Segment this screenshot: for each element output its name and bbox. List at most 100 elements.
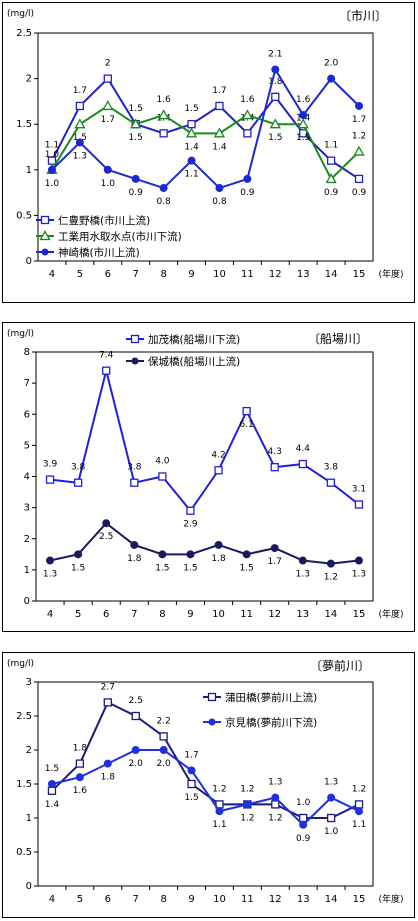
data-label: 1.5 — [183, 563, 197, 573]
data-point-square — [186, 506, 195, 515]
data-label: 1.7 — [352, 115, 366, 125]
y-axis-unit-label: (mg/l) — [7, 659, 34, 669]
data-point-circle — [243, 174, 252, 183]
data-point-square — [354, 174, 364, 184]
data-label: 2.5 — [129, 696, 143, 706]
x-tick-label: 8 — [159, 609, 165, 620]
data-label: 1.7 — [184, 750, 198, 760]
data-label: 1.4 — [184, 142, 199, 152]
data-label: 1.2 — [212, 784, 226, 794]
data-label: 2.0 — [129, 759, 144, 769]
data-point-square — [159, 129, 168, 138]
data-point-circle — [130, 540, 139, 549]
data-point-square — [159, 732, 168, 741]
data-point-circle — [46, 556, 55, 565]
data-label: 1.5 — [268, 133, 282, 143]
y-tick-label: 7 — [24, 378, 30, 389]
data-point-triangle — [269, 118, 281, 129]
data-label: 1.8 — [127, 554, 142, 564]
data-label: 1.5 — [129, 104, 143, 114]
data-label: 1.3 — [352, 570, 366, 580]
y-tick-label: 2 — [26, 74, 32, 85]
x-tick-label: 13 — [297, 894, 310, 905]
data-label: 0.8 — [156, 197, 171, 207]
data-label: 1.7 — [212, 86, 226, 96]
data-point-circle — [74, 550, 83, 559]
x-tick-label: 12 — [268, 609, 281, 620]
data-label: 1.6 — [240, 95, 255, 105]
data-label: 1.8 — [73, 744, 88, 754]
y-tick-label: 1.5 — [16, 119, 32, 130]
data-label: 1.2 — [352, 132, 366, 142]
legend-marker-circle — [41, 248, 49, 256]
data-label: 1.2 — [240, 784, 254, 794]
data-point-circle — [131, 174, 140, 183]
data-label: 0.9 — [324, 188, 339, 198]
data-point-circle — [186, 550, 195, 559]
data-point-circle — [271, 65, 280, 74]
data-label: 1.1 — [352, 820, 366, 830]
data-label: 1.4 — [212, 142, 227, 152]
y-tick-label: 0 — [26, 881, 32, 892]
data-point-circle — [354, 556, 363, 565]
x-tick-label: 10 — [212, 609, 225, 620]
x-tick-label: 5 — [75, 609, 81, 620]
data-label: 7.4 — [99, 351, 114, 361]
data-label: 1.5 — [45, 764, 59, 774]
data-label: 1.4 — [45, 800, 60, 810]
data-point-triangle — [297, 118, 309, 129]
data-label: 1.6 — [156, 95, 171, 105]
data-point-circle — [214, 540, 223, 549]
data-label: 3.8 — [127, 463, 142, 473]
x-tick-label: 13 — [297, 269, 310, 280]
data-label: 2.2 — [156, 716, 170, 726]
data-point-circle — [299, 111, 308, 120]
series-line — [51, 749, 360, 827]
data-label: 1.6 — [73, 786, 88, 796]
x-tick-label: 10 — [213, 894, 226, 905]
data-label: 1.5 — [129, 133, 143, 143]
data-point-triangle — [74, 118, 86, 129]
data-label: 1.3 — [296, 570, 310, 580]
data-label: 1.5 — [184, 104, 198, 114]
x-tick-label: 14 — [325, 609, 338, 620]
chart-panel-senbagawa: 〔船場川〕 (mg/l) (年度) 0 1 2 3 4 5 6 7 8 4 5 6 7 8 9 10 11 12 13 14… — [2, 322, 415, 632]
y-axis-unit-label: (mg/l) — [7, 329, 34, 339]
data-point-square — [354, 800, 364, 809]
x-tick-label: 8 — [160, 894, 166, 905]
data-label: 1.0 — [45, 150, 60, 160]
data-point-square — [299, 813, 308, 823]
x-tick-label: 11 — [240, 609, 253, 620]
y-tick-label: 0 — [26, 256, 32, 267]
data-label: 1.3 — [268, 778, 282, 788]
x-tick-label: 6 — [103, 609, 109, 620]
data-point-square — [354, 500, 364, 509]
legend-label: 保城橋(船場川上流) — [148, 355, 240, 368]
data-label: 1.8 — [211, 554, 226, 564]
data-point-triangle — [325, 173, 337, 184]
data-label: 1.0 — [45, 179, 60, 189]
y-tick-label: 0 — [24, 596, 30, 607]
chart-title: 〔船場川〕 — [308, 332, 368, 346]
y-tick-label: 1.5 — [16, 779, 32, 790]
data-label: 1.5 — [184, 793, 198, 803]
x-tick-label: 7 — [133, 894, 139, 905]
chart-panel-yumesakigawa: 〔夢前川〕 (mg/l) (年度) 0 0.5 1 1.5 2 2.5 3 4 5 6 7 8 9 10 11 12… — [2, 652, 415, 918]
x-tick-label: 8 — [160, 269, 166, 280]
x-tick-label: 4 — [49, 269, 55, 280]
x-tick-label: 9 — [187, 609, 193, 620]
x-tick-label: 9 — [188, 269, 194, 280]
legend-marker-triangle — [39, 230, 51, 241]
y-tick-label: 2 — [26, 745, 32, 756]
data-label: 4.2 — [211, 450, 225, 460]
data-label: 0.9 — [296, 834, 311, 844]
data-label: 1.3 — [324, 778, 338, 788]
data-label: 1.2 — [268, 813, 282, 823]
legend-label: 神崎橋(市川上流) — [58, 246, 140, 259]
y-tick-label: 2 — [24, 534, 30, 545]
data-point-circle — [75, 773, 84, 782]
data-label: 2.0 — [324, 59, 339, 69]
legend-label: 京見橋(夢前川下流) — [225, 716, 317, 729]
y-tick-label: 1 — [24, 565, 30, 576]
